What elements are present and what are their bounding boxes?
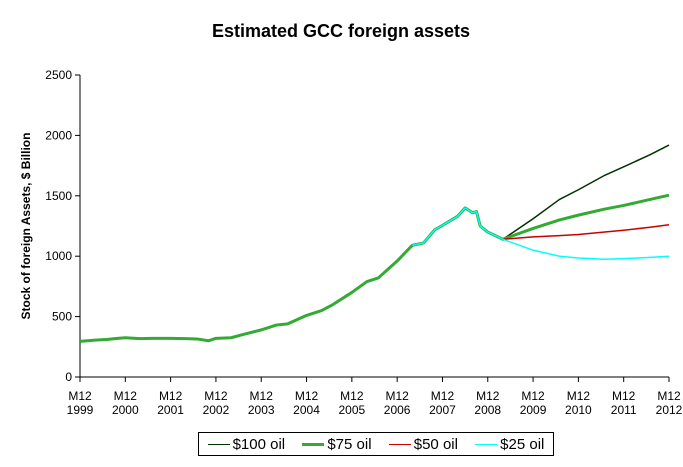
legend-swatch [475, 443, 498, 445]
x-tick-label: M12 2004 [293, 389, 320, 417]
x-tick-label: M12 2000 [111, 389, 139, 417]
x-tick-label: M12 2003 [247, 389, 275, 417]
chart-title: Estimated GCC foreign assets [212, 21, 470, 41]
legend-item: $25 oil [475, 436, 544, 453]
legend-item: $75 oil [302, 435, 372, 453]
x-tick-label: M12 2012 [655, 389, 683, 417]
y-tick-label: 0 [65, 370, 72, 384]
x-tick-label: M12 2010 [565, 389, 592, 417]
legend-item: $100 oil [207, 435, 286, 453]
legend: $100 oil $75 oil $50 oil $25 oil [198, 432, 554, 456]
y-axis-label: Stock of foreign Assets, $ Billion [19, 133, 33, 320]
line-series [502, 144, 670, 240]
x-tick-label: M12 2011 [610, 389, 637, 417]
y-tick-label: 1000 [45, 249, 72, 263]
legend-swatch [207, 443, 230, 445]
legend-label: $25 oil [500, 435, 545, 453]
x-tick-label: M12 2007 [429, 389, 456, 417]
line-series [79, 193, 670, 343]
legend-label: $75 oil [327, 435, 372, 453]
x-tick-label: M12 2008 [474, 389, 502, 417]
y-tick-label: 2000 [45, 128, 72, 142]
y-tick-label: 1500 [45, 189, 72, 203]
legend-swatch [302, 442, 325, 446]
y-tick-label: 500 [52, 310, 72, 324]
x-tick-label: M12 2006 [383, 389, 411, 417]
x-tick-label: M12 2005 [338, 389, 366, 417]
x-tick-label: M12 2001 [157, 389, 184, 417]
legend-item: $50 oil [388, 435, 458, 453]
y-tick-label: 2500 [45, 68, 72, 82]
line-series [502, 224, 670, 241]
x-tick-label: M12 2009 [519, 389, 547, 417]
x-tick-label: M12 2002 [202, 389, 230, 417]
legend-label: $100 oil [232, 435, 286, 453]
legend-label: $50 oil [413, 435, 458, 453]
line-series [412, 207, 670, 260]
legend-swatch [388, 443, 411, 445]
x-tick-label: M12 1999 [66, 389, 94, 417]
